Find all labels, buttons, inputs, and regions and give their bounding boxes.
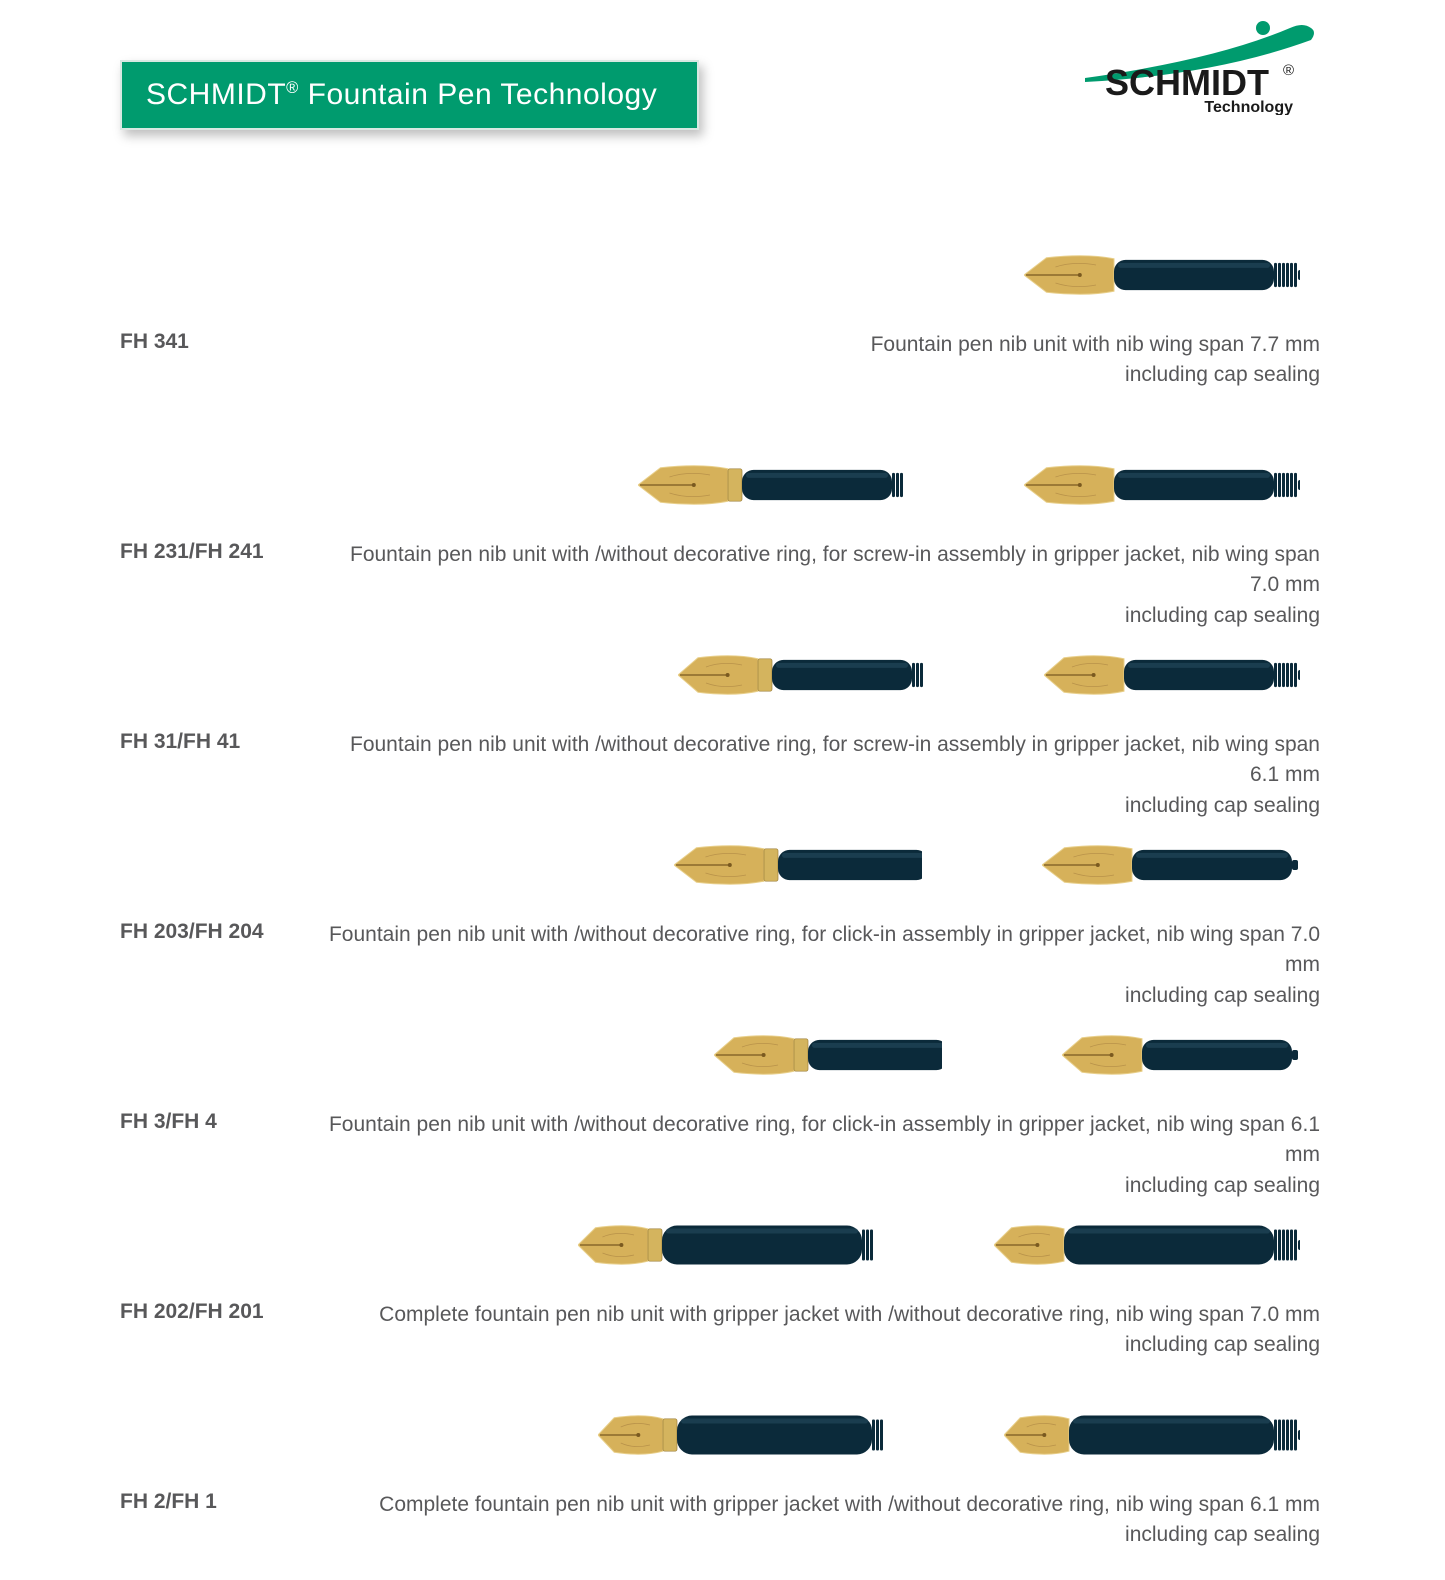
header-banner: SCHMIDT® Fountain Pen Technology [120,60,699,130]
product-textline: FH 31/FH 41Fountain pen nib unit with /w… [120,730,1320,821]
product-images [120,440,1320,530]
product-textline: FH 231/FH 241Fountain pen nib unit with … [120,540,1320,631]
product-images [120,820,1320,910]
product-row: FH 231/FH 241Fountain pen nib unit with … [120,440,1320,630]
logo: SCHMIDT ® Technology [1065,20,1325,115]
product-description: Fountain pen nib unit with nib wing span… [320,330,1320,391]
product-row: FH 3/FH 4Fountain pen nib unit with /wit… [120,1010,1320,1200]
product-description: Complete fountain pen nib unit with grip… [320,1300,1320,1361]
nib-illustration [714,1028,942,1082]
product-images [120,1010,1320,1100]
nib-illustration [578,1218,874,1272]
product-row: FH 202/FH 201Complete fountain pen nib u… [120,1200,1320,1390]
logo-svg: SCHMIDT ® Technology [1065,20,1325,115]
product-code: FH 3/FH 4 [120,1110,320,1134]
nib-illustration [678,648,924,702]
product-images [120,1390,1320,1480]
logo-brand-text: SCHMIDT [1105,62,1269,103]
product-row: FH 203/FH 204Fountain pen nib unit with … [120,820,1320,1010]
product-code: FH 2/FH 1 [120,1490,320,1514]
product-code: FH 341 [120,330,320,354]
product-description: Complete fountain pen nib unit with grip… [320,1490,1320,1551]
product-textline: FH 2/FH 1Complete fountain pen nib unit … [120,1490,1320,1551]
product-images [120,230,1320,320]
product-row: FH 341Fountain pen nib unit with nib win… [120,230,1320,440]
product-textline: FH 3/FH 4Fountain pen nib unit with /wit… [120,1110,1320,1201]
nib-illustration [1042,838,1300,892]
product-textline: FH 203/FH 204Fountain pen nib unit with … [120,920,1320,1011]
product-row: FH 31/FH 41Fountain pen nib unit with /w… [120,630,1320,820]
product-code: FH 231/FH 241 [120,540,320,564]
product-textline: FH 341Fountain pen nib unit with nib win… [120,330,1320,391]
product-row: FH 2/FH 1Complete fountain pen nib unit … [120,1390,1320,1580]
logo-reg: ® [1283,62,1294,79]
product-code: FH 202/FH 201 [120,1300,320,1324]
product-description: Fountain pen nib unit with /without deco… [320,540,1320,631]
nib-illustration [994,1218,1300,1272]
nib-illustration [598,1408,884,1462]
product-images [120,1200,1320,1290]
banner-text: SCHMIDT® Fountain Pen Technology [146,78,657,111]
nib-illustration [1024,248,1300,302]
nib-illustration [674,838,922,892]
product-textline: FH 202/FH 201Complete fountain pen nib u… [120,1300,1320,1361]
nib-illustration [1044,648,1300,702]
nib-illustration [1024,458,1300,512]
product-list: FH 341Fountain pen nib unit with nib win… [120,230,1320,1580]
product-description: Fountain pen nib unit with /without deco… [320,730,1320,821]
nib-illustration [638,458,904,512]
product-code: FH 203/FH 204 [120,920,320,944]
nib-illustration [1062,1028,1300,1082]
product-images [120,630,1320,720]
product-description: Fountain pen nib unit with /without deco… [320,920,1320,1011]
logo-subtext: Technology [1204,99,1293,115]
product-code: FH 31/FH 41 [120,730,320,754]
product-description: Fountain pen nib unit with /without deco… [320,1110,1320,1201]
nib-illustration [1004,1408,1300,1462]
